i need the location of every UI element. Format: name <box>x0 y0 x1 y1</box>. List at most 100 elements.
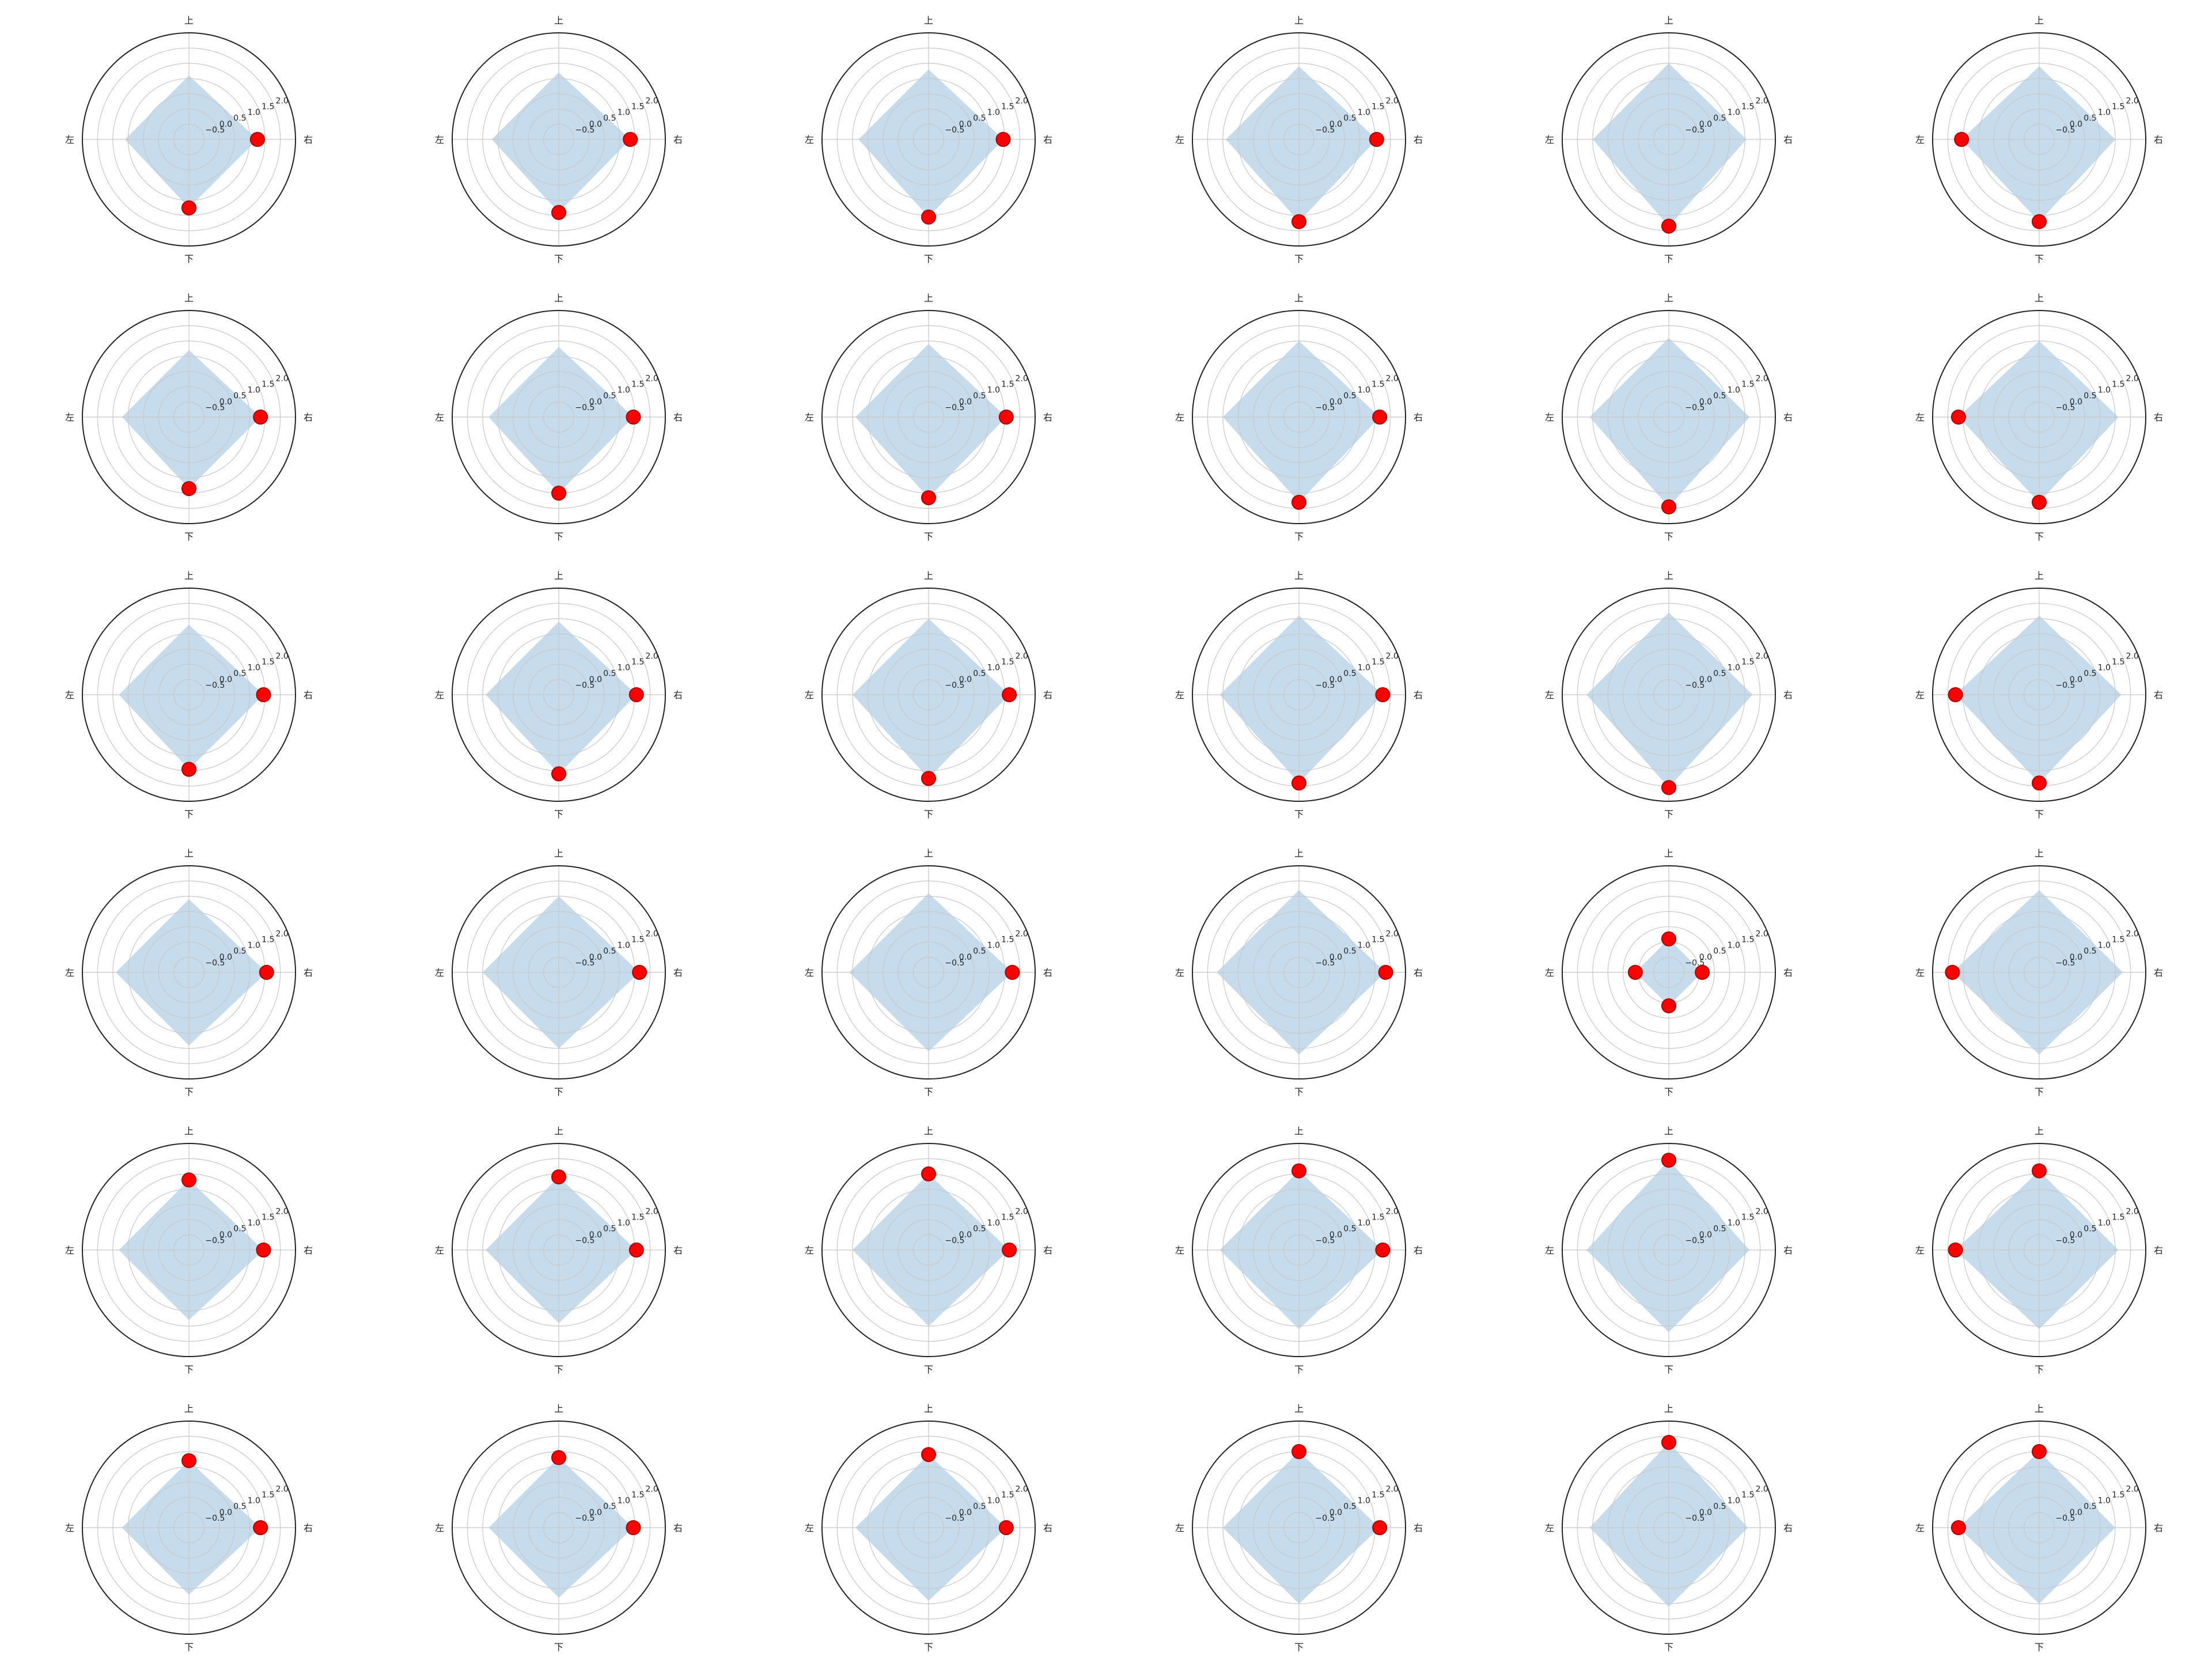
radial-tick-label: 0.0 <box>1330 1230 1342 1240</box>
radial-tick-label: 2.0 <box>1386 374 1399 383</box>
axis-label-down: 下 <box>184 1086 194 1097</box>
axis-label-right: 右 <box>1783 134 1793 145</box>
radial-tick-label: −0.5 <box>1685 126 1705 135</box>
polar-frame <box>82 588 296 802</box>
radial-tick-label: 1.0 <box>248 1219 260 1228</box>
axis-label-up: 上 <box>1294 1403 1304 1414</box>
radial-tick-label: 0.0 <box>2070 1230 2082 1240</box>
axis-label-down: 下 <box>554 253 563 264</box>
radial-tick-label: 2.0 <box>276 96 289 105</box>
radial-tick-label: 1.5 <box>631 1213 644 1222</box>
data-point-marker-right <box>256 1243 271 1257</box>
axis-label-up: 上 <box>554 15 563 26</box>
data-point-marker-up <box>2032 1444 2047 1459</box>
axis-label-left: 左 <box>65 1522 74 1533</box>
radial-tick-label: 0.0 <box>2070 953 2082 962</box>
radial-tick-label: 1.5 <box>2112 657 2124 666</box>
radial-tick-label: 2.0 <box>1016 1207 1028 1216</box>
radial-tick-label: 1.5 <box>1372 380 1384 389</box>
radial-tick-label: 0.0 <box>2070 675 2082 684</box>
radial-tick-label: 1.5 <box>1001 1213 1014 1222</box>
radial-tick-label: 2.0 <box>276 374 289 383</box>
axis-label-left: 左 <box>1545 690 1554 700</box>
axis-label-down: 下 <box>924 809 933 820</box>
axis-label-down: 下 <box>924 1642 933 1653</box>
data-point-marker-right <box>253 410 268 425</box>
radial-tick-label: 0.5 <box>973 1502 986 1512</box>
data-point-marker-up <box>1661 1435 1676 1450</box>
data-point-marker-left <box>1945 965 1960 980</box>
axis-label-down: 下 <box>2035 809 2044 820</box>
radar-area <box>486 622 637 774</box>
polar-frame <box>452 865 666 1080</box>
radial-tick-label: 0.5 <box>233 1225 246 1234</box>
radial-tick-label: 1.5 <box>631 1490 644 1499</box>
axis-label-right: 右 <box>1043 412 1052 423</box>
radial-tick-label: 2.0 <box>646 374 658 383</box>
radial-tick-label: 2.0 <box>276 652 289 661</box>
axis-label-left: 左 <box>1175 412 1184 423</box>
radial-tick-label: 0.0 <box>1699 1508 1712 1517</box>
axis-label-left: 左 <box>435 1245 444 1256</box>
polar-frame <box>452 310 666 524</box>
radial-tick-label: 2.0 <box>1756 374 1768 383</box>
radial-tick-label: 1.0 <box>987 108 1000 118</box>
polar-frame <box>821 1421 1036 1635</box>
radial-tick-label: 1.5 <box>1001 935 1014 944</box>
axis-label-down: 下 <box>1294 253 1304 264</box>
radial-tick-label: −0.5 <box>1685 1514 1705 1523</box>
radial-tick-label: 1.5 <box>1372 102 1384 111</box>
data-point-marker-up <box>1661 931 1676 946</box>
radial-tick-label: 0.5 <box>973 114 986 123</box>
axis-label-right: 右 <box>1043 967 1052 978</box>
radial-tick-label: 1.0 <box>987 1497 1000 1506</box>
radial-tick-label: 1.5 <box>2112 380 2124 389</box>
radial-tick-label: 0.0 <box>959 120 972 129</box>
axis-label-up: 上 <box>2035 848 2044 859</box>
radial-tick-label: 0.0 <box>959 953 972 962</box>
data-point-marker-right <box>253 1520 268 1535</box>
radar-panel-5: −0.50.00.51.01.52.0 上右下 左 <box>1545 15 1793 264</box>
radial-tick-label: 2.0 <box>2126 652 2139 661</box>
axis-label-right: 右 <box>673 690 683 700</box>
radial-tick-label: −0.5 <box>205 126 225 135</box>
radial-tick-label: 0.5 <box>973 947 986 956</box>
radial-tick-label: −0.5 <box>2055 681 2075 690</box>
radial-tick-label: 2.0 <box>1756 929 1768 938</box>
data-point-marker-up <box>2032 1163 2047 1179</box>
axis-label-up: 上 <box>1664 848 1673 859</box>
radial-tick-label: 1.5 <box>1741 1490 1754 1499</box>
radar-panel-4: −0.50.00.51.01.52.0 上右下 左 <box>1175 15 1423 264</box>
radial-tick-label: 0.5 <box>1343 114 1356 123</box>
radial-tick-label: 1.0 <box>618 108 630 118</box>
polar-frame <box>1192 588 1406 802</box>
radar-panel-8: −0.50.00.51.01.52.0 上右下 左 <box>435 293 683 542</box>
data-point-marker-right <box>1005 965 1020 980</box>
axis-label-left: 左 <box>1175 690 1184 700</box>
data-point-marker-right <box>628 687 644 702</box>
radial-tick-label: −0.5 <box>575 1236 594 1245</box>
radial-tick-label: 0.0 <box>1699 1230 1712 1240</box>
axis-label-up: 上 <box>184 293 194 304</box>
radial-tick-label: 0.5 <box>1713 947 1726 956</box>
axis-label-right: 右 <box>1043 690 1052 700</box>
radar-panel-19: −0.50.00.51.01.52.0 上右下 左 <box>65 848 313 1097</box>
polar-frame <box>821 865 1036 1080</box>
radial-tick-label: 1.0 <box>1728 1219 1740 1228</box>
radar-area <box>1592 63 1747 226</box>
radial-tick-label: 0.5 <box>603 1502 616 1512</box>
axis-label-down: 下 <box>2035 1364 2044 1375</box>
radial-tick-label: 0.0 <box>959 1508 972 1517</box>
radial-tick-label: 0.5 <box>2084 392 2096 401</box>
axis-label-left: 左 <box>1545 1522 1554 1533</box>
polar-frame <box>452 1143 666 1357</box>
axis-label-up: 上 <box>554 848 563 859</box>
polar-frame <box>821 1143 1036 1357</box>
axis-label-right: 右 <box>1414 1245 1423 1256</box>
polar-frame <box>1932 32 2146 247</box>
axis-label-up: 上 <box>924 570 933 581</box>
axis-label-up: 上 <box>924 1126 933 1137</box>
radar-panel-25: −0.50.00.51.01.52.0 上右下 左 <box>65 1126 313 1375</box>
data-point-marker-down <box>551 766 566 782</box>
